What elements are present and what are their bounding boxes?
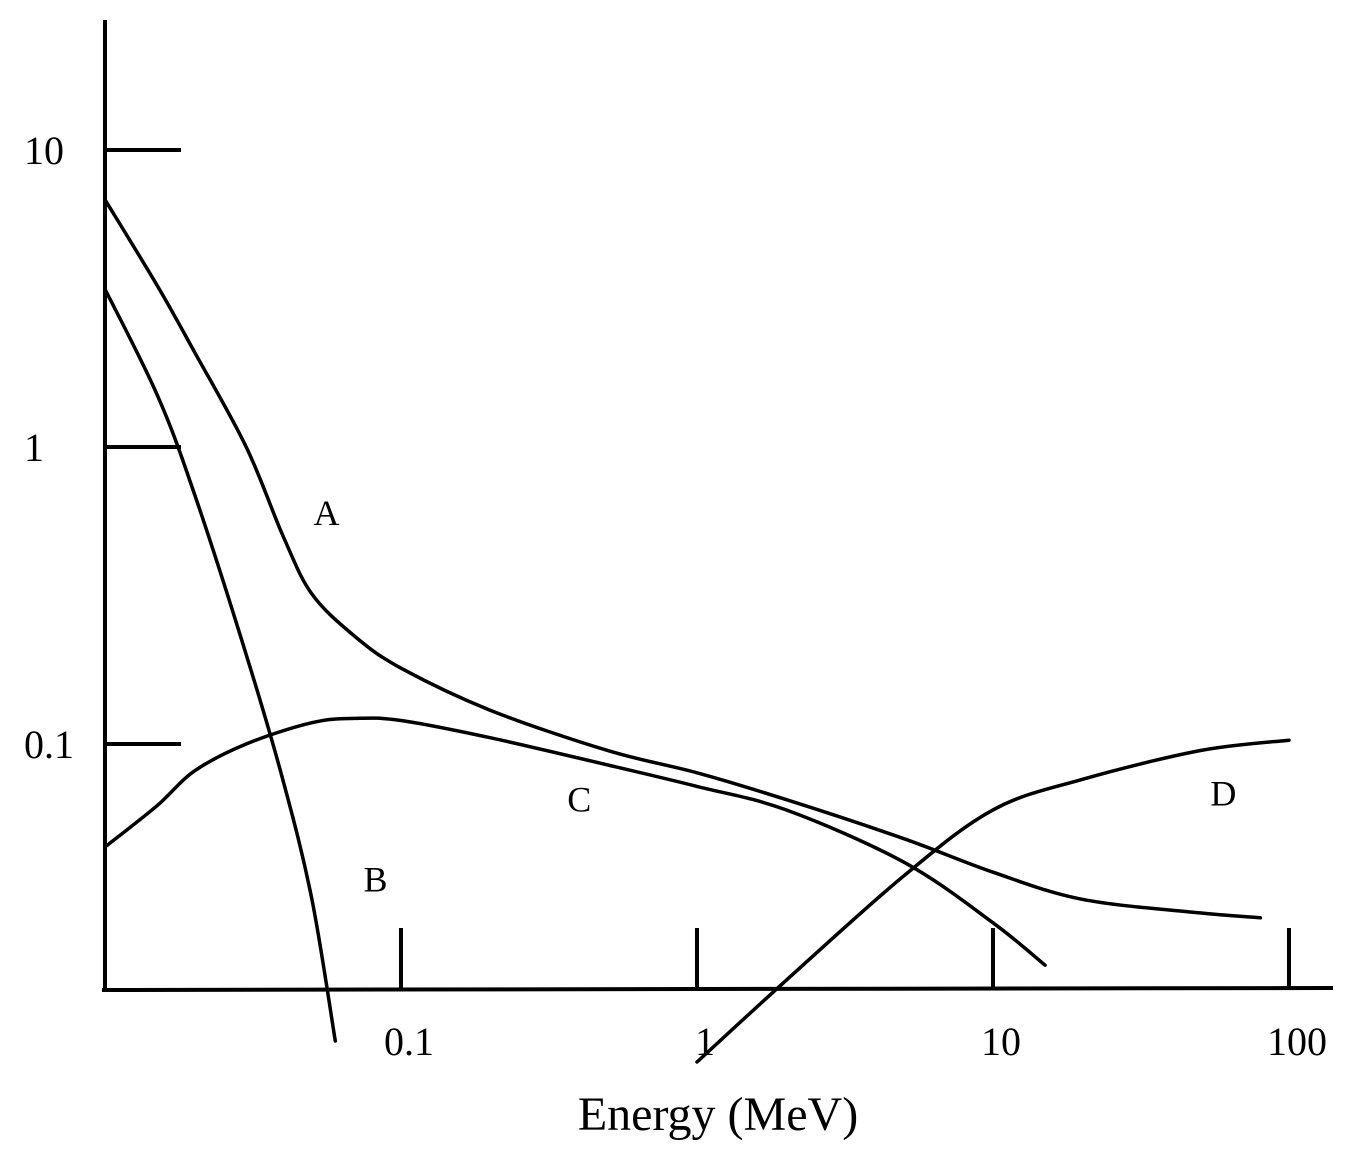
x-axis-line	[101, 986, 1334, 992]
series-line-d	[695, 738, 1291, 1064]
y-tick-label: 0.1	[24, 722, 74, 767]
series-line-b	[103, 287, 338, 1043]
y-tick-label: 1	[24, 425, 44, 470]
x-tick-label: 100	[1267, 1019, 1327, 1064]
series-labels: A B C D	[313, 493, 1236, 900]
x-tick-label: 10	[981, 1019, 1021, 1064]
series-label-b: B	[363, 859, 387, 899]
series-line-a	[103, 197, 1263, 920]
series-label-a: A	[313, 493, 339, 533]
series-line-c	[103, 716, 1047, 967]
series-label-d: D	[1210, 774, 1236, 814]
x-tick-label: 0.1	[384, 1019, 434, 1064]
x-axis-title: Energy (MeV)	[578, 1088, 858, 1141]
axes: 0.1 1 10 100 10 1 0.1	[24, 20, 1334, 1064]
y-tick-label: 10	[24, 128, 64, 173]
series-curves	[103, 197, 1291, 1064]
x-tick-label: 1	[695, 1019, 715, 1064]
series-label-c: C	[567, 780, 591, 820]
